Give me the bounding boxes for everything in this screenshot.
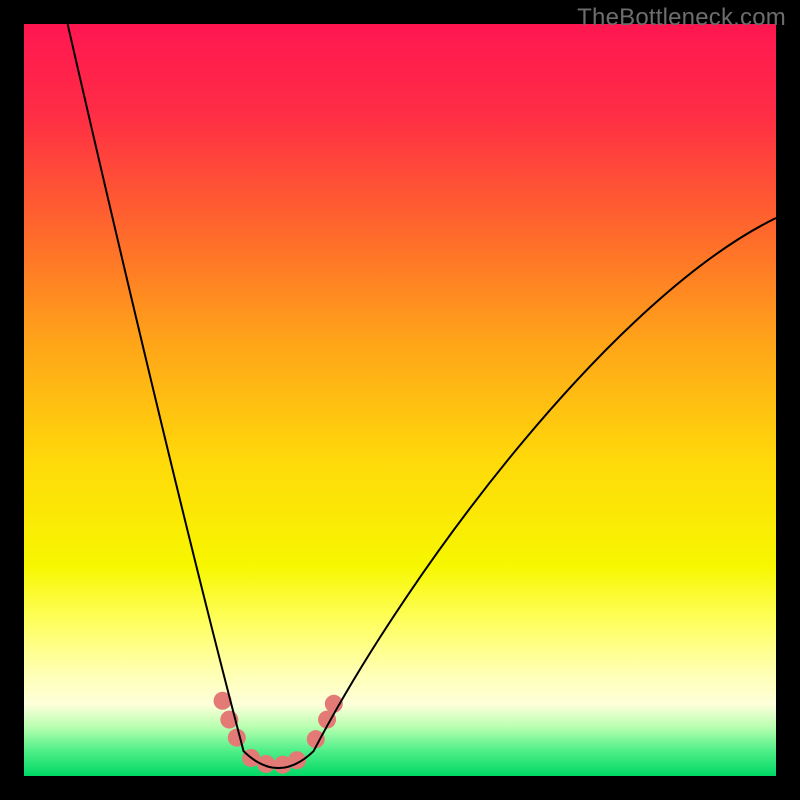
gradient-background bbox=[24, 24, 776, 776]
chart-root: TheBottleneck.com bbox=[0, 0, 800, 800]
chart-svg bbox=[0, 0, 800, 800]
valley-dot bbox=[228, 729, 246, 747]
watermark-text: TheBottleneck.com bbox=[577, 4, 786, 32]
